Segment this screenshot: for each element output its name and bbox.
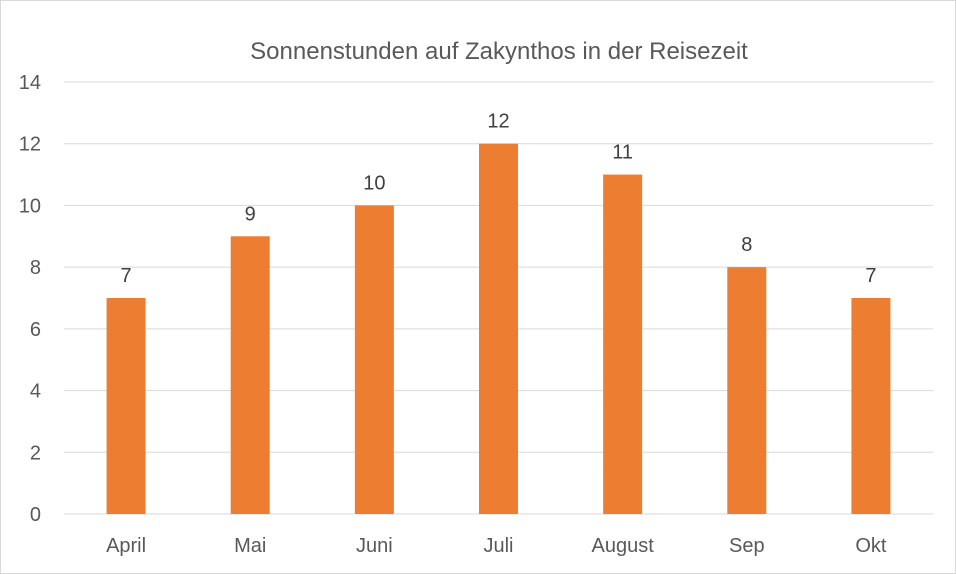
x-tick-label: Juli <box>483 535 513 557</box>
y-tick-label: 2 <box>30 442 41 464</box>
bars <box>106 143 891 515</box>
x-tick-label: April <box>106 535 146 557</box>
y-tick-label: 8 <box>30 257 41 279</box>
x-tick-label: Sep <box>729 535 765 557</box>
data-labels: 7 9 10 12 11 8 7 <box>121 111 877 287</box>
bar-august <box>603 174 643 515</box>
y-tick-label: 6 <box>30 319 41 341</box>
x-tick-label: Juni <box>356 535 393 557</box>
y-tick-label: 0 <box>30 504 41 526</box>
data-label: 12 <box>487 111 509 133</box>
bar-mai <box>230 236 270 515</box>
x-tick-label: Okt <box>855 535 887 557</box>
x-tick-label: August <box>592 535 655 557</box>
bar-juni <box>354 205 394 514</box>
y-tick-label: 14 <box>19 72 41 94</box>
y-tick-label: 4 <box>30 381 41 403</box>
x-tick-label: Mai <box>234 535 266 557</box>
y-axis-ticks: 0 2 4 6 8 10 12 14 <box>19 72 41 526</box>
y-tick-label: 10 <box>19 195 41 217</box>
bar-juli <box>479 143 518 514</box>
bar-sep <box>727 267 767 514</box>
data-label: 10 <box>363 172 385 194</box>
y-tick-label: 12 <box>19 134 41 156</box>
chart-title: Sonnenstunden auf Zakynthos in der Reise… <box>250 38 748 65</box>
x-axis-ticks: April Mai Juni Juli August Sep Okt <box>106 535 887 557</box>
bar-april <box>106 298 146 514</box>
data-label: 7 <box>121 265 132 287</box>
data-label: 8 <box>741 234 752 256</box>
bar-okt <box>851 298 891 514</box>
data-label: 11 <box>612 142 633 164</box>
data-label: 9 <box>245 203 256 225</box>
data-label: 7 <box>865 265 876 287</box>
